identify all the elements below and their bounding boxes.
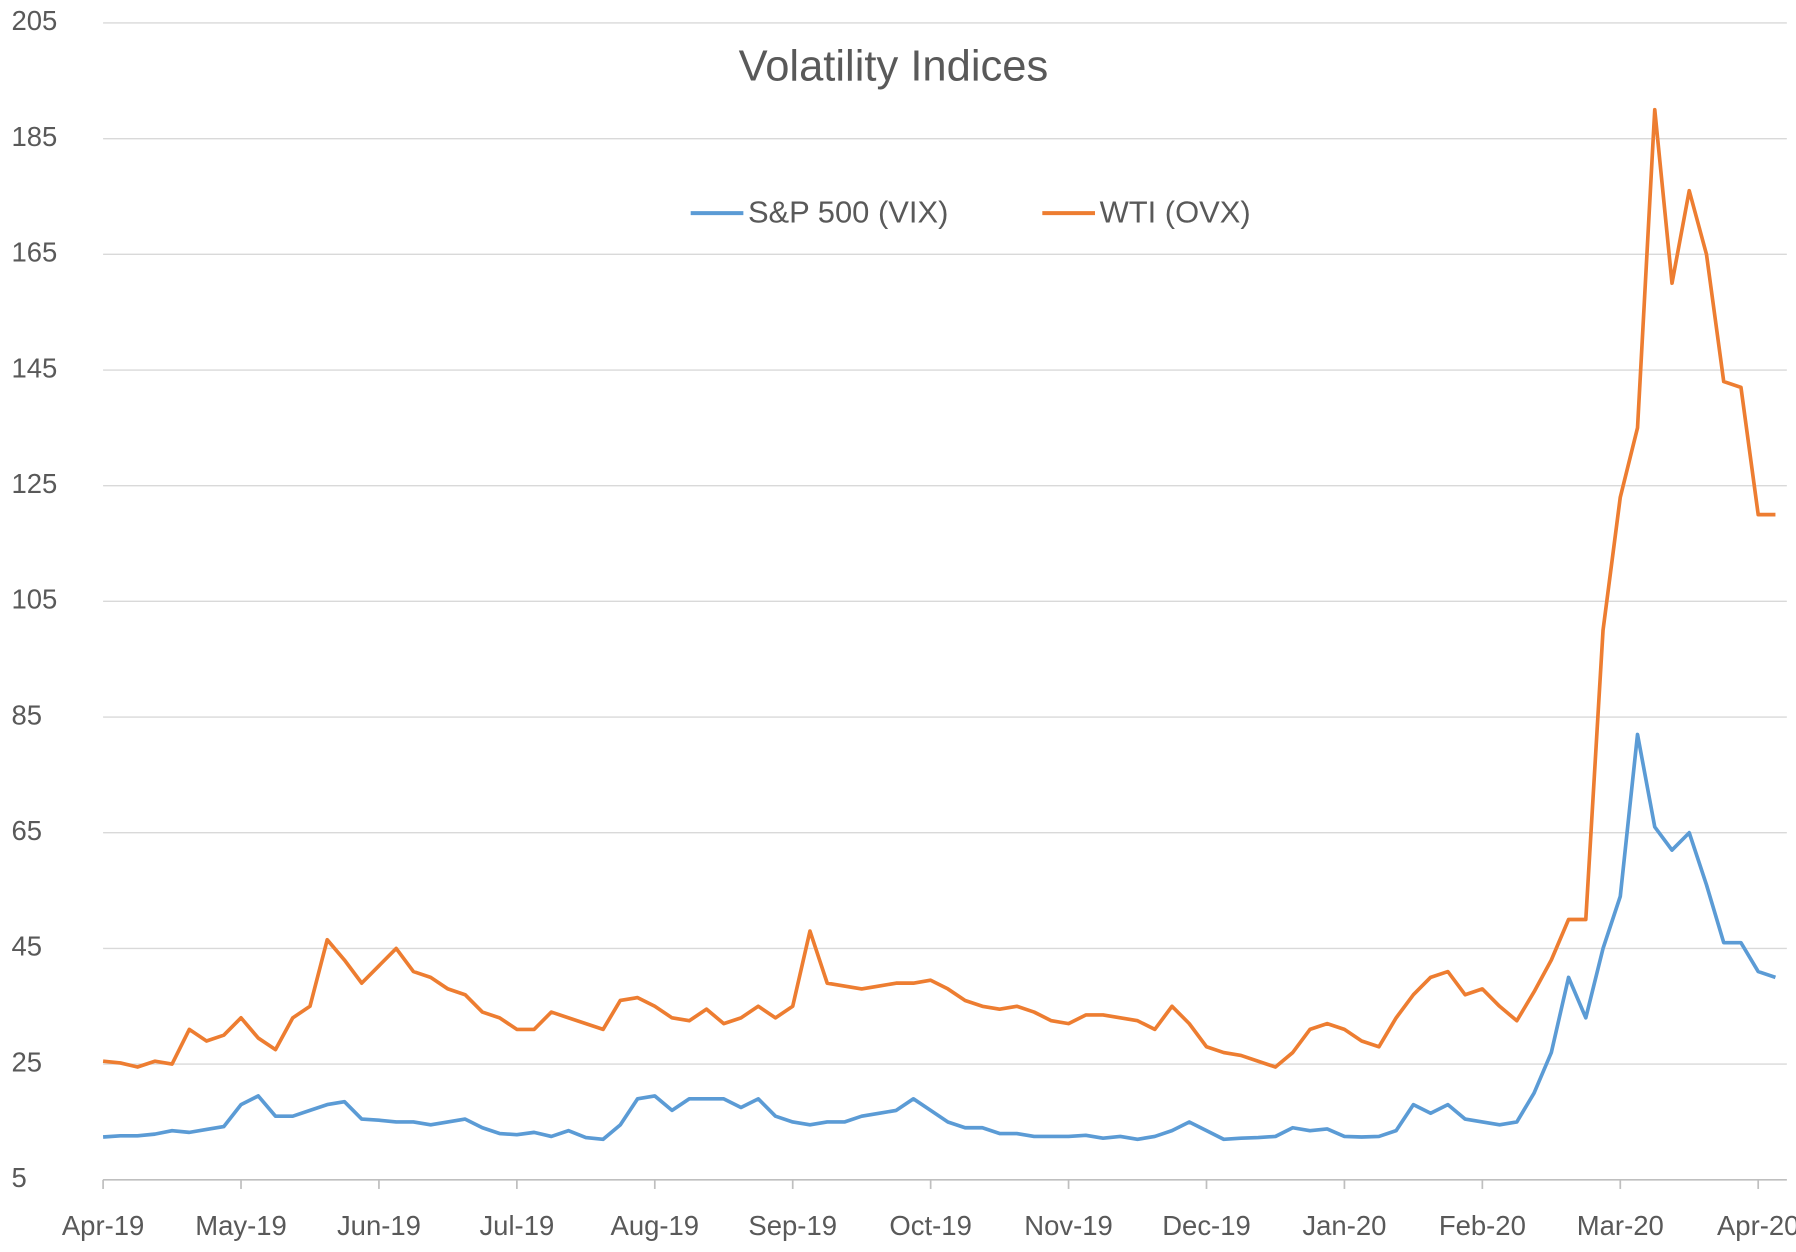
- x-tick-label: Sep-19: [748, 1210, 837, 1241]
- x-tick-label: Mar-20: [1577, 1210, 1664, 1241]
- y-tick-label: 185: [11, 121, 57, 152]
- x-tick-label: Apr-19: [62, 1210, 144, 1241]
- y-tick-label: 125: [11, 468, 57, 499]
- x-tick-label: May-19: [195, 1210, 287, 1241]
- legend-label: S&P 500 (VIX): [748, 194, 948, 229]
- y-tick-label: 25: [11, 1046, 42, 1077]
- series-line: [102, 107, 1776, 1069]
- y-tick-label: 85: [11, 699, 42, 730]
- y-tick-label: 145: [11, 352, 57, 383]
- y-tick-label: 65: [11, 815, 42, 846]
- y-tick-label: 165: [11, 237, 57, 268]
- x-tick-label: Jun-19: [337, 1210, 421, 1241]
- x-tick-label: Feb-20: [1439, 1210, 1526, 1241]
- y-tick-label: 105: [11, 584, 57, 615]
- chart-title: Volatility Indices: [739, 42, 1049, 90]
- x-tick-label: Nov-19: [1024, 1210, 1113, 1241]
- x-tick-label: Dec-19: [1162, 1210, 1251, 1241]
- x-tick-label: Jan-20: [1302, 1210, 1386, 1241]
- x-tick-label: Aug-19: [611, 1210, 700, 1241]
- y-tick-label: 5: [11, 1162, 26, 1193]
- x-tick-label: Apr-20: [1717, 1210, 1796, 1241]
- y-tick-label: 205: [11, 5, 57, 36]
- legend-label: WTI (OVX): [1100, 194, 1251, 229]
- series-line: [102, 732, 1777, 1142]
- x-tick-label: Jul-19: [479, 1210, 554, 1241]
- y-tick-label: 45: [11, 931, 42, 962]
- x-tick-label: Oct-19: [889, 1210, 971, 1241]
